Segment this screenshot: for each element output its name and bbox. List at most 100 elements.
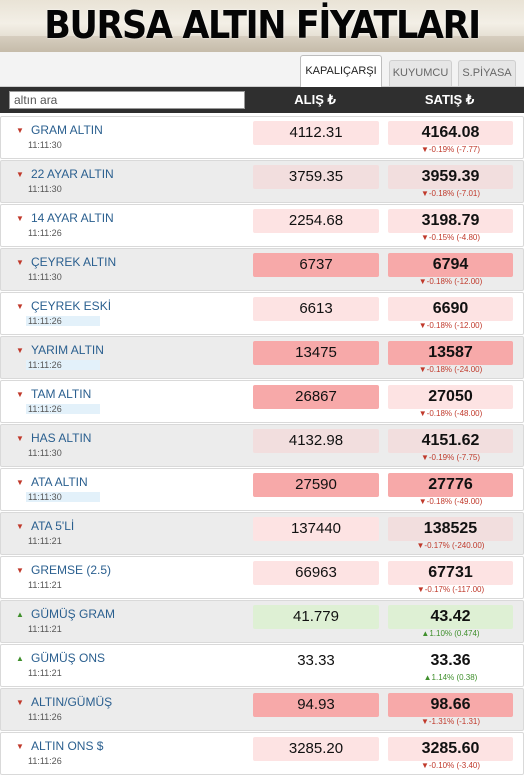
trend-down-icon: ▼ [16, 478, 24, 487]
item-name[interactable]: YARIM ALTIN [31, 343, 104, 357]
page-banner: BURSA ALTIN FİYATLARI [0, 0, 524, 52]
search-input[interactable] [9, 91, 245, 109]
item-name[interactable]: ALTIN ONS $ [31, 739, 104, 753]
satis-price: 67731 [388, 561, 513, 585]
trend-down-icon: ▼ [16, 214, 24, 223]
alis-price: 13475 [253, 341, 379, 365]
table-row[interactable]: ▼ ALTIN ONS $ 11:11:26 3285.20 3285.60 ▼-0.10… [0, 732, 524, 775]
tab-spiyasa[interactable]: S.PİYASA [458, 60, 516, 86]
table-row[interactable]: ▲ GÜMÜŞ GRAM 11:11:21 41.779 43.42 ▲1.10% (0.… [0, 600, 524, 643]
update-time: 11:11:30 [28, 140, 62, 150]
table-row[interactable]: ▼ ALTIN/GÜMÜŞ 11:11:26 94.93 98.66 ▼-1.31% (-… [0, 688, 524, 731]
alis-price: 6737 [253, 253, 379, 277]
update-time: 11:11:30 [28, 448, 62, 458]
item-name[interactable]: GÜMÜŞ GRAM [31, 607, 115, 621]
alis-price: 6613 [253, 297, 379, 321]
price-change: ▼-0.10% (-3.40) [420, 761, 481, 770]
item-name[interactable]: 14 AYAR ALTIN [31, 211, 114, 225]
table-row[interactable]: ▼ TAM ALTIN 11:11:26 26867 27050 ▼-0.18% (-48… [0, 380, 524, 423]
table-row[interactable]: ▼ YARIM ALTIN 11:11:26 13475 13587 ▼-0.18% (-… [0, 336, 524, 379]
satis-price: 27776 [388, 473, 513, 497]
table-row[interactable]: ▲ GÜMÜŞ ONS 11:11:21 33.33 33.36 ▲1.14% (0.38… [0, 644, 524, 687]
item-name[interactable]: ÇEYREK ALTIN [31, 255, 117, 269]
table-row[interactable]: ▼ HAS ALTIN 11:11:30 4132.98 4151.62 ▼-0.19% … [0, 424, 524, 467]
trend-down-icon: ▼ [16, 170, 24, 179]
update-time: 11:11:26 [28, 712, 62, 722]
satis-price: 3198.79 [388, 209, 513, 233]
item-name[interactable]: ÇEYREK ESKİ [31, 299, 112, 313]
satis-price: 13587 [388, 341, 513, 365]
trend-down-icon: ▼ [16, 302, 24, 311]
satis-price: 98.66 [388, 693, 513, 717]
alis-price: 33.33 [253, 649, 379, 673]
price-change: ▼-0.18% (-49.00) [418, 497, 483, 506]
item-name[interactable]: HAS ALTIN [31, 431, 92, 445]
price-list: ▼ GRAM ALTIN 11:11:30 4112.31 4164.08 ▼-0.19%… [0, 116, 524, 776]
trend-down-icon: ▼ [16, 522, 24, 531]
item-name[interactable]: 22 AYAR ALTIN [31, 167, 114, 181]
satis-price: 43.42 [388, 605, 513, 629]
satis-price: 33.36 [388, 649, 513, 673]
update-time: 11:11:26 [26, 316, 100, 326]
update-time: 11:11:26 [26, 360, 100, 370]
item-name[interactable]: GRAM ALTIN [31, 123, 103, 137]
trend-down-icon: ▼ [16, 258, 24, 267]
tab-bar: KAPALIÇARŞI KUYUMCU S.PİYASA [0, 52, 524, 87]
update-time: 11:11:26 [28, 228, 62, 238]
price-change: ▼-0.18% (-48.00) [418, 409, 483, 418]
table-row[interactable]: ▼ ATA ALTIN 11:11:30 27590 27776 ▼-0.18% (-49… [0, 468, 524, 511]
update-time: 11:11:26 [28, 756, 62, 766]
alis-price: 3759.35 [253, 165, 379, 189]
trend-down-icon: ▼ [16, 126, 24, 135]
table-row[interactable]: ▼ GRAM ALTIN 11:11:30 4112.31 4164.08 ▼-0.19%… [0, 116, 524, 159]
trend-down-icon: ▼ [16, 434, 24, 443]
price-change: ▼-1.31% (-1.31) [420, 717, 481, 726]
update-time: 11:11:30 [28, 272, 62, 282]
table-header: ALIŞ ₺ SATIŞ ₺ [0, 87, 524, 113]
item-name[interactable]: ALTIN/GÜMÜŞ [31, 695, 113, 709]
alis-price: 2254.68 [253, 209, 379, 233]
alis-price: 3285.20 [253, 737, 379, 761]
table-row[interactable]: ▼ ATA 5'Lİ 11:11:21 137440 138525 ▼-0.17% (-2… [0, 512, 524, 555]
alis-price: 41.779 [253, 605, 379, 629]
trend-up-icon: ▲ [16, 654, 24, 663]
trend-down-icon: ▼ [16, 390, 24, 399]
alis-price: 94.93 [253, 693, 379, 717]
item-name[interactable]: TAM ALTIN [31, 387, 92, 401]
item-name[interactable]: ATA ALTIN [31, 475, 88, 489]
column-header-satis: SATIŞ ₺ [424, 92, 475, 107]
item-name[interactable]: ATA 5'Lİ [31, 519, 75, 533]
price-change: ▲1.14% (0.38) [423, 673, 478, 682]
table-row[interactable]: ▼ GREMSE (2.5) 11:11:21 66963 67731 ▼-0.17% (… [0, 556, 524, 599]
table-row[interactable]: ▼ 14 AYAR ALTIN 11:11:26 2254.68 3198.79 ▼-0.… [0, 204, 524, 247]
trend-down-icon: ▼ [16, 566, 24, 575]
satis-price: 138525 [388, 517, 513, 541]
trend-down-icon: ▼ [16, 742, 24, 751]
tab-kapalicarsi[interactable]: KAPALIÇARŞI [300, 55, 382, 87]
price-change: ▼-0.18% (-12.00) [418, 321, 483, 330]
page-title: BURSA ALTIN FİYATLARI [44, 3, 481, 47]
table-row[interactable]: ▼ ÇEYREK ALTIN 11:11:30 6737 6794 ▼-0.18% (-1… [0, 248, 524, 291]
trend-down-icon: ▼ [16, 346, 24, 355]
column-header-alis: ALIŞ ₺ [294, 92, 336, 107]
alis-price: 26867 [253, 385, 379, 409]
table-row[interactable]: ▼ 22 AYAR ALTIN 11:11:30 3759.35 3959.39 ▼-0.… [0, 160, 524, 203]
update-time: 11:11:21 [28, 536, 62, 546]
satis-price: 27050 [388, 385, 513, 409]
price-change: ▲1.10% (0.474) [421, 629, 480, 638]
satis-price: 3959.39 [388, 165, 513, 189]
price-change: ▼-0.19% (-7.77) [420, 145, 481, 154]
satis-price: 6690 [388, 297, 513, 321]
tab-kuyumcu[interactable]: KUYUMCU [389, 60, 452, 86]
price-change: ▼-0.18% (-24.00) [418, 365, 483, 374]
table-row[interactable]: ▼ ÇEYREK ESKİ 11:11:26 6613 6690 ▼-0.18% (-12… [0, 292, 524, 335]
item-name[interactable]: GREMSE (2.5) [31, 563, 112, 577]
satis-price: 3285.60 [388, 737, 513, 761]
price-change: ▼-0.15% (-4.80) [420, 233, 481, 242]
item-name[interactable]: GÜMÜŞ ONS [31, 651, 106, 665]
price-change: ▼-0.18% (-12.00) [418, 277, 483, 286]
update-time: 11:11:21 [28, 668, 62, 678]
price-change: ▼-0.17% (-117.00) [416, 585, 485, 594]
update-time: 11:11:30 [28, 184, 62, 194]
price-change: ▼-0.18% (-7.01) [420, 189, 481, 198]
